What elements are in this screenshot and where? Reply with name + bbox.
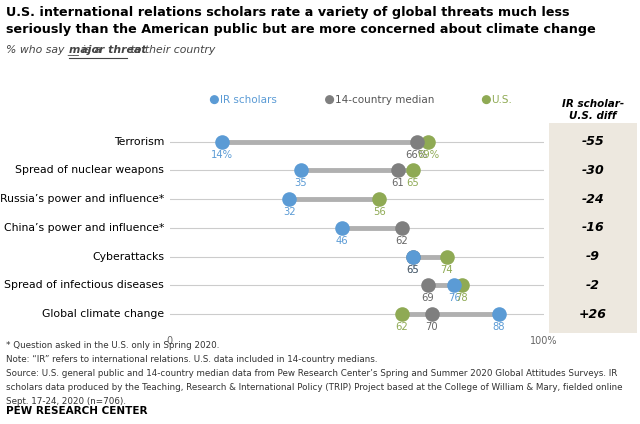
Point <box>337 225 347 232</box>
Text: 56: 56 <box>373 207 386 217</box>
Point <box>397 225 407 232</box>
Text: IR scholar-
U.S. diff: IR scholar- U.S. diff <box>562 99 624 121</box>
Text: -16: -16 <box>582 221 604 234</box>
Text: 66%: 66% <box>406 150 428 160</box>
Text: +26: +26 <box>579 308 607 321</box>
Point <box>284 196 294 203</box>
Text: * Question asked in the U.S. only in Spring 2020.: * Question asked in the U.S. only in Spr… <box>6 341 220 350</box>
Point <box>397 311 407 318</box>
Point <box>408 253 418 260</box>
Point <box>449 282 460 289</box>
Text: scholars data produced by the Teaching, Research & International Policy (TRIP) P: scholars data produced by the Teaching, … <box>6 383 623 392</box>
Text: 65: 65 <box>406 265 419 275</box>
Point <box>408 167 418 174</box>
Point <box>442 253 452 260</box>
Text: 46: 46 <box>335 236 348 246</box>
Text: 78: 78 <box>455 293 468 304</box>
Text: 35: 35 <box>294 179 307 188</box>
Text: 32: 32 <box>283 207 296 217</box>
Text: Global climate change: Global climate change <box>42 309 164 319</box>
Text: 69%: 69% <box>417 150 439 160</box>
Point <box>374 196 385 203</box>
Text: 76: 76 <box>448 293 461 304</box>
Text: -55: -55 <box>582 135 604 148</box>
Text: IR scholars: IR scholars <box>220 95 276 105</box>
Text: Spread of infectious diseases: Spread of infectious diseases <box>4 280 164 290</box>
Text: 62: 62 <box>396 236 408 246</box>
Text: -24: -24 <box>582 192 604 206</box>
Text: 70: 70 <box>426 322 438 332</box>
Text: 65: 65 <box>406 265 419 275</box>
Point <box>427 311 437 318</box>
Text: 69: 69 <box>422 293 435 304</box>
Text: -9: -9 <box>586 250 600 263</box>
Text: 65: 65 <box>406 179 419 188</box>
Text: Spread of nuclear weapons: Spread of nuclear weapons <box>15 165 164 176</box>
Text: Sept. 17-24, 2020 (n=706).: Sept. 17-24, 2020 (n=706). <box>6 397 127 406</box>
Text: % who say __ is a: % who say __ is a <box>6 45 105 56</box>
Text: PEW RESEARCH CENTER: PEW RESEARCH CENTER <box>6 406 148 416</box>
Point <box>494 311 504 318</box>
Point <box>408 253 418 260</box>
Text: Note: “IR” refers to international relations. U.S. data included in 14-country m: Note: “IR” refers to international relat… <box>6 355 378 364</box>
Text: Terrorism: Terrorism <box>114 137 164 147</box>
Text: Russia’s power and influence*: Russia’s power and influence* <box>0 194 164 204</box>
Point <box>423 282 433 289</box>
Text: 14-country median: 14-country median <box>335 95 434 105</box>
Text: to their country: to their country <box>127 45 215 55</box>
Text: -2: -2 <box>586 279 600 292</box>
Text: -30: -30 <box>582 164 604 177</box>
Text: 88: 88 <box>493 322 506 332</box>
Text: 14%: 14% <box>211 150 233 160</box>
Point <box>456 282 467 289</box>
Text: U.S. international relations scholars rate a variety of global threats much less: U.S. international relations scholars ra… <box>6 6 570 20</box>
Point <box>423 138 433 145</box>
Text: 62: 62 <box>396 322 408 332</box>
Text: U.S.: U.S. <box>492 95 513 105</box>
Point <box>412 138 422 145</box>
Point <box>217 138 227 145</box>
Text: 61: 61 <box>392 179 404 188</box>
Point <box>296 167 306 174</box>
Text: Source: U.S. general public and 14-country median data from Pew Research Center’: Source: U.S. general public and 14-count… <box>6 369 618 378</box>
Text: major threat: major threat <box>69 45 147 55</box>
Text: China’s power and influence*: China’s power and influence* <box>4 223 164 233</box>
Text: 74: 74 <box>440 265 453 275</box>
Point <box>393 167 403 174</box>
Text: seriously than the American public but are more concerned about climate change: seriously than the American public but a… <box>6 23 596 36</box>
Text: Cyberattacks: Cyberattacks <box>92 252 164 262</box>
